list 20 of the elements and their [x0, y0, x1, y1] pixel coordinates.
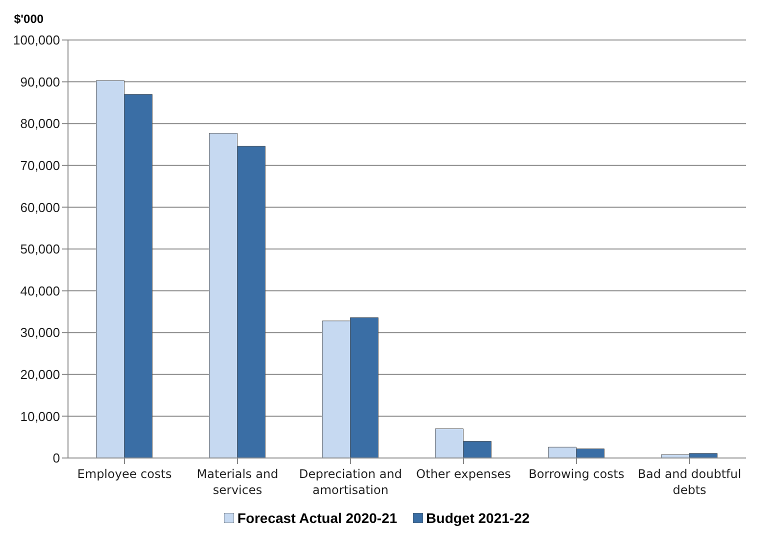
y-tick-label: 70,000	[20, 158, 60, 174]
y-tick-label: 20,000	[20, 367, 60, 382]
y-tick-label: 10,000	[20, 408, 60, 424]
x-tick-label: Depreciation and amortisation	[299, 467, 402, 497]
x-tick-label: Employee costs	[77, 467, 172, 481]
y-tick-label: 40,000	[20, 283, 60, 298]
legend-label: Budget 2021-22	[426, 510, 530, 526]
legend-label: Forecast Actual 2020-21	[237, 510, 398, 526]
x-tick-label: Bad and doubtful debts	[638, 467, 742, 497]
y-tick-label: 60,000	[20, 200, 60, 215]
y-tick-label: 0	[52, 450, 60, 466]
y-axis-title: $'000	[14, 12, 44, 26]
y-tick-label: 100,000	[13, 32, 60, 48]
x-tick-label: Other expenses	[416, 467, 511, 481]
x-tick-label: Borrowing costs	[528, 467, 624, 481]
x-tick-label: Materials and services	[196, 467, 278, 497]
y-tick-label: 50,000	[20, 242, 60, 257]
y-tick-label: 90,000	[20, 74, 60, 90]
y-tick-label: 80,000	[20, 116, 60, 132]
y-tick-label: 30,000	[20, 325, 60, 340]
